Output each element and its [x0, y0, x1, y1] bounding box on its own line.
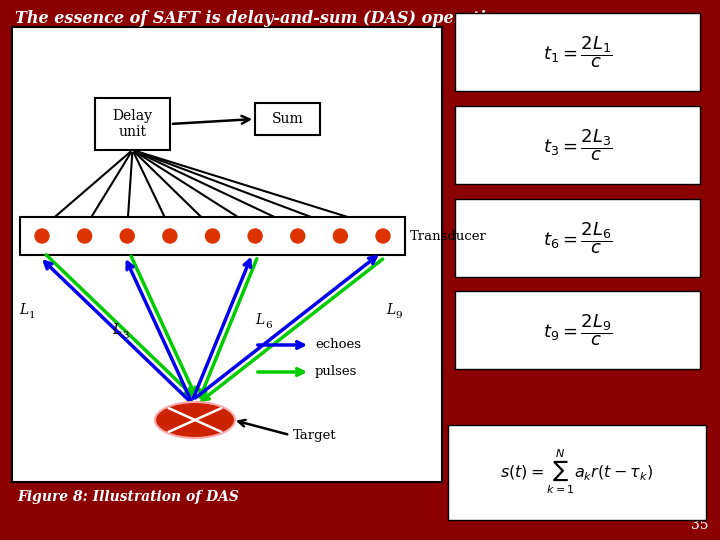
- Text: $t_3 = \dfrac{2L_3}{c}$: $t_3 = \dfrac{2L_3}{c}$: [543, 127, 612, 163]
- Text: Transducer: Transducer: [410, 230, 487, 242]
- Text: Target: Target: [293, 429, 337, 442]
- Text: 1: 1: [29, 310, 35, 320]
- Text: L: L: [256, 313, 265, 327]
- FancyBboxPatch shape: [20, 217, 405, 255]
- Circle shape: [291, 229, 305, 243]
- Circle shape: [205, 229, 220, 243]
- Text: 35: 35: [690, 518, 708, 532]
- Text: $t_9 = \dfrac{2L_9}{c}$: $t_9 = \dfrac{2L_9}{c}$: [543, 312, 612, 348]
- Text: Figure 8: Illustration of DAS: Figure 8: Illustration of DAS: [17, 490, 239, 504]
- Circle shape: [120, 229, 134, 243]
- FancyBboxPatch shape: [455, 13, 700, 91]
- Ellipse shape: [155, 402, 235, 438]
- FancyBboxPatch shape: [455, 106, 700, 184]
- FancyBboxPatch shape: [255, 103, 320, 135]
- FancyBboxPatch shape: [95, 98, 170, 150]
- FancyBboxPatch shape: [455, 291, 700, 369]
- Text: L: L: [19, 303, 29, 317]
- Circle shape: [333, 229, 347, 243]
- Text: Delay
unit: Delay unit: [112, 109, 153, 139]
- Text: Sum: Sum: [271, 112, 303, 126]
- Text: L: L: [112, 323, 122, 337]
- Text: $s(t) = \sum_{k=1}^{N} a_k r(t - \tau_k)$: $s(t) = \sum_{k=1}^{N} a_k r(t - \tau_k)…: [500, 448, 654, 496]
- Text: L: L: [387, 303, 395, 317]
- Circle shape: [78, 229, 91, 243]
- Circle shape: [248, 229, 262, 243]
- Text: pulses: pulses: [315, 366, 357, 379]
- FancyBboxPatch shape: [448, 424, 706, 519]
- Text: $t_1 = \dfrac{2L_1}{c}$: $t_1 = \dfrac{2L_1}{c}$: [543, 34, 612, 70]
- Text: 9: 9: [396, 310, 402, 320]
- FancyBboxPatch shape: [455, 199, 700, 277]
- Circle shape: [35, 229, 49, 243]
- FancyBboxPatch shape: [12, 27, 442, 482]
- Text: The essence of SAFT is delay-and-sum (DAS) operation: The essence of SAFT is delay-and-sum (DA…: [15, 10, 508, 27]
- Text: 3: 3: [122, 330, 129, 340]
- Circle shape: [376, 229, 390, 243]
- Text: $t_6 = \dfrac{2L_6}{c}$: $t_6 = \dfrac{2L_6}{c}$: [543, 220, 612, 256]
- Text: 6: 6: [265, 321, 271, 329]
- Circle shape: [163, 229, 177, 243]
- Text: echoes: echoes: [315, 339, 361, 352]
